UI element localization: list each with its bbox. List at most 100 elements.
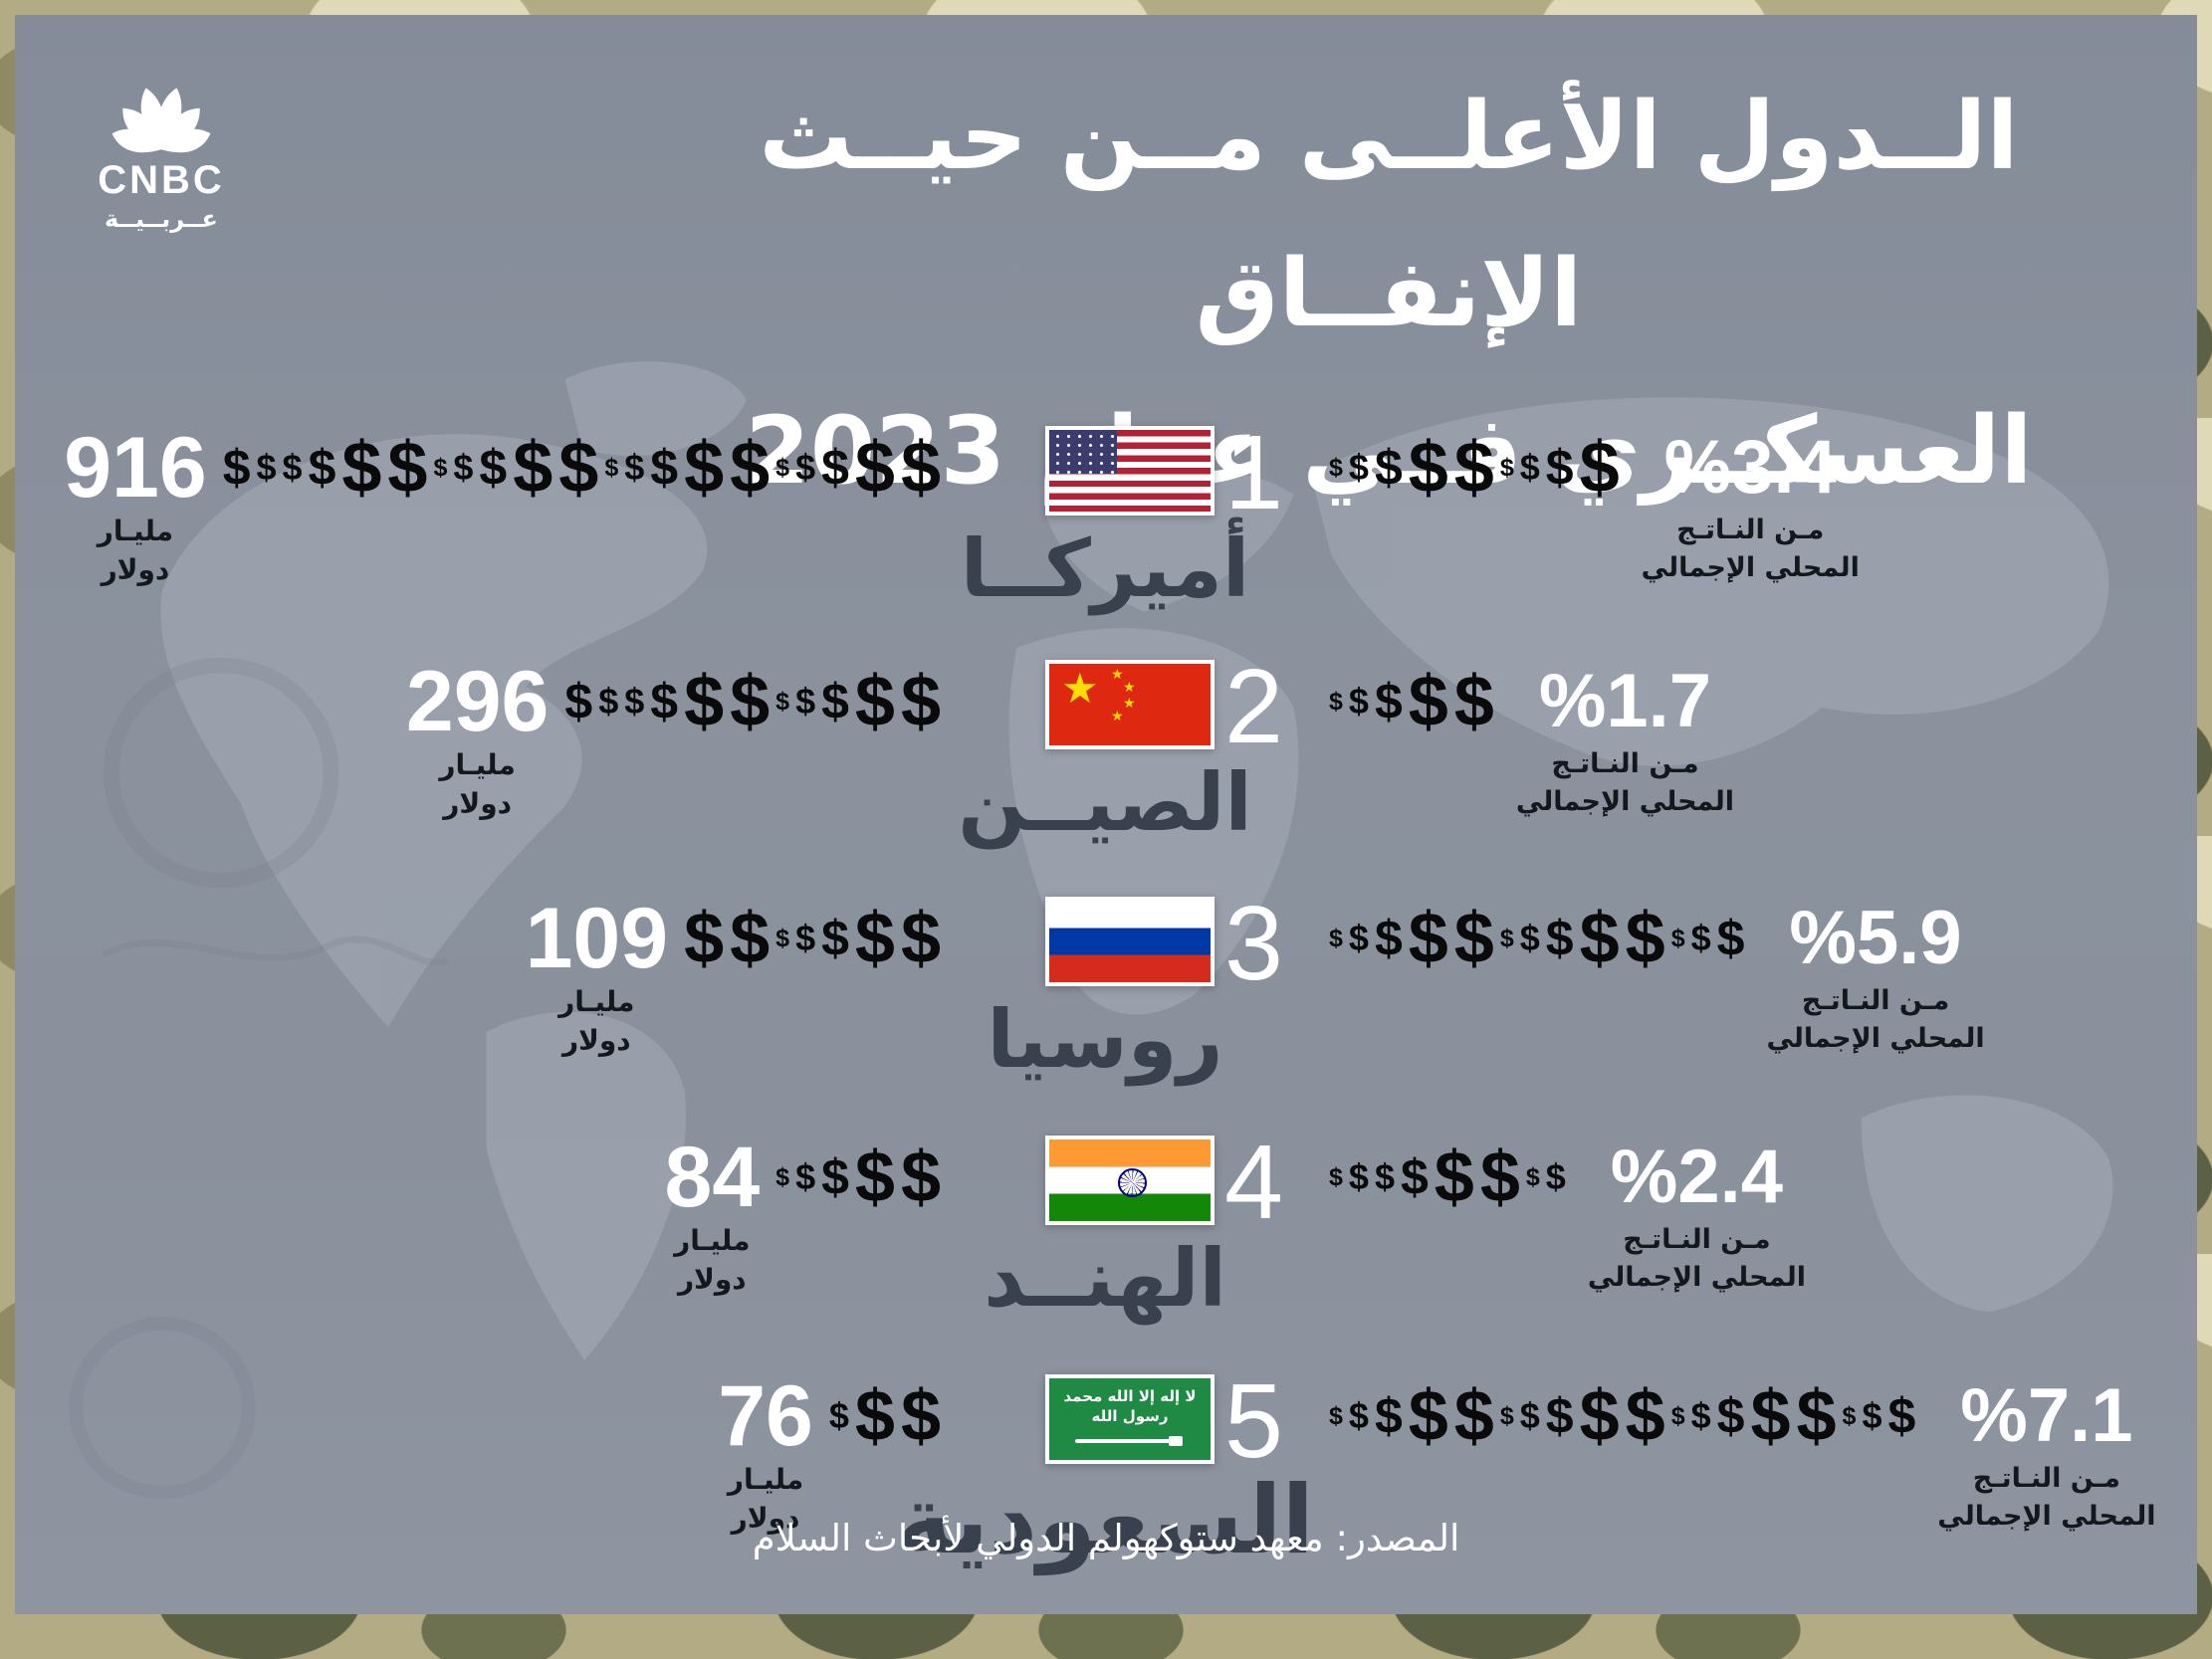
dollar-sign-icon: $ — [558, 428, 599, 508]
dollar-sign-icon: $ — [650, 674, 679, 729]
dollar-sign-icon: $ — [821, 911, 849, 966]
china-flag-icon: ★ ★ ★ ★ ★ — [1045, 660, 1215, 749]
amount-unit: مليـار دولار — [98, 512, 173, 589]
dollar-sign-icon: $ — [1796, 1376, 1837, 1456]
spending-dollar-string: $ $ $ $ $ $ $ $ $ $ $ — [564, 658, 941, 745]
dollar-sign-icon: $ — [453, 447, 474, 488]
gdp-block: $ $ $ $ $ $ $ $ $ $ $ $ $ $ $ $ $ $ %7.1 مـن النـاتـج الم… — [1329, 1372, 2156, 1536]
spending-block: 76 مليـار دولار $ $ $ — [718, 1372, 941, 1538]
dollar-sign-icon: $ — [730, 899, 771, 978]
dollar-sign-icon: $ — [308, 440, 336, 496]
dollar-sign-icon: $ — [1545, 1388, 1574, 1444]
unit-dollar: دولار — [561, 1024, 631, 1057]
gdp-label-line1: مـن النـاتـج — [1972, 1463, 2121, 1494]
spending-dollar-string: $ $ $ $ $ $ $ $ $ $ $ $ $ $ $ $ $ $ $ $ $ — [223, 424, 941, 512]
flag-rank-block: ★ ★ ★ ★ ★ 2 — [1045, 648, 1283, 765]
country-row-russia: 109 مليـار دولار $ $ $ $ $ $ $ 3 روسيا $ $ $ $ $ $ $… — [30, 887, 2197, 1147]
gdp-dollar-string: $ $ $ $ $ — [1329, 658, 1494, 745]
gdp-dollar-string: $ $ $ $ $ $ $ $ $ $ $ $ $ — [1329, 895, 1744, 982]
dollar-sign-icon: $ — [1716, 911, 1745, 966]
dollar-sign-icon: $ — [828, 1395, 849, 1436]
dollar-sign-icon: $ — [1579, 899, 1620, 978]
gdp-label-line2: المحلي الإجمالي — [1937, 1501, 2156, 1532]
dollar-sign-icon: $ — [1329, 453, 1343, 482]
dollar-sign-icon: $ — [1374, 1388, 1403, 1444]
unit-billion: مليـار — [558, 985, 635, 1018]
spending-dollar-string: $ $ $ — [829, 1372, 941, 1460]
rank-number: 4 — [1224, 1124, 1283, 1241]
gdp-percent-label: مـن النـاتـج المحلي الإجمالي — [1766, 982, 1984, 1058]
dollar-sign-icon: $ — [1329, 1162, 1343, 1191]
country-name: أميركــا — [960, 522, 1250, 615]
dollar-sign-icon: $ — [1453, 899, 1494, 978]
flag-rank-block: 1 — [1045, 420, 1283, 525]
dollar-sign-icon: $ — [684, 899, 725, 978]
country-name: الهنــد — [984, 1232, 1226, 1325]
gdp-label-line2: المحلي الإجمالي — [1766, 1023, 1985, 1054]
dollar-sign-icon: $ — [1348, 681, 1369, 722]
china-flag-star: ★ — [1123, 696, 1136, 712]
dollar-sign-icon: $ — [1329, 924, 1343, 952]
dollar-sign-icon: $ — [1716, 1388, 1745, 1444]
china-flag-star: ★ — [1061, 664, 1099, 713]
dollar-sign-icon: $ — [854, 662, 895, 741]
amount-block: 109 مليـار دولار — [526, 895, 669, 1060]
dollar-sign-icon: $ — [222, 440, 251, 496]
unit-dollar: دولار — [677, 1263, 747, 1296]
gdp-percent-block: %3.4 مـن النـاتـج المحلي الإجمالي — [1642, 424, 1860, 587]
dollar-sign-icon: $ — [1519, 1395, 1540, 1436]
dollar-sign-icon: $ — [282, 447, 303, 488]
spending-block: 84 مليـار دولار $ $ $ $ $ — [664, 1134, 941, 1299]
flag-rank-block: لا إله إلا الله محمد رسول الله 5 — [1045, 1362, 1283, 1480]
peacock-icon — [111, 88, 211, 153]
unit-billion: مليـار — [727, 1463, 804, 1496]
dollar-sign-icon: $ — [1479, 1138, 1520, 1217]
dollar-sign-icon: $ — [1374, 440, 1403, 496]
spending-dollar-string: $ $ $ $ $ — [775, 1134, 941, 1221]
dollar-sign-icon: $ — [821, 440, 849, 496]
dollar-sign-icon: $ — [604, 453, 619, 482]
gdp-percent-block: %1.7 مـن النـاتـج المحلي الإجمالي — [1516, 658, 1734, 821]
main-panel: CNBC عــربــيــة الــدول الأعلــى مــن ح… — [15, 15, 2197, 1614]
gdp-label-line2: المحلي الإجمالي — [1641, 552, 1860, 583]
dollar-sign-icon: $ — [684, 428, 725, 508]
dollar-sign-icon: $ — [650, 440, 679, 496]
amount-block: 916 مليـار دولار — [64, 424, 207, 589]
dollar-sign-icon: $ — [795, 681, 816, 722]
dollar-sign-icon: $ — [624, 681, 645, 722]
country-row-india: 84 مليـار دولار $ $ $ $ $ 4 الهنــد $ $ $ $ $ $ $ $… — [30, 1126, 2197, 1386]
dollar-sign-icon: $ — [900, 1138, 941, 1217]
china-flag-star: ★ — [1111, 709, 1124, 725]
dollar-sign-icon: $ — [1887, 1388, 1916, 1444]
china-flag-star: ★ — [1111, 667, 1124, 683]
unit-dollar: دولار — [443, 787, 512, 820]
spending-block: 296 مليـار دولار $ $ $ $ $ $ $ $ $ $ $ — [406, 658, 941, 823]
spending-dollar-string: $ $ $ $ $ $ $ — [684, 895, 941, 982]
country-name: السعودية — [895, 1466, 1315, 1575]
gdp-percent-label: مـن النـاتـج المحلي الإجمالي — [1516, 745, 1734, 821]
country-row-saudi-arabia: 76 مليـار دولار $ $ $ لا إله إلا الله محمد… — [30, 1364, 2197, 1614]
china-flag-star: ★ — [1123, 680, 1136, 696]
rank-number: 5 — [1224, 1362, 1283, 1480]
dollar-sign-icon: $ — [821, 1149, 849, 1205]
sword-icon — [1075, 1436, 1183, 1446]
amount-block: 76 مليـار دولار — [718, 1372, 813, 1538]
dollar-sign-icon: $ — [854, 1138, 895, 1217]
gdp-percent-value: %3.4 — [1663, 425, 1837, 510]
dollar-sign-icon: $ — [1329, 1401, 1343, 1430]
dollar-sign-icon: $ — [1408, 1376, 1448, 1456]
dollar-sign-icon: $ — [1670, 924, 1685, 952]
dollar-sign-icon: $ — [479, 440, 508, 496]
amount-value: 916 — [64, 420, 207, 516]
dollar-sign-icon: $ — [795, 1156, 816, 1197]
amount-block: 84 مليـار دولار — [664, 1134, 760, 1299]
dollar-sign-icon: $ — [1525, 1162, 1540, 1191]
gdp-label-line1: مـن النـاتـج — [1801, 985, 1950, 1016]
dollar-sign-icon: $ — [1625, 899, 1665, 978]
source-credit: المصدر: معهد ستوكهولم الدولي لأبحاث السل… — [752, 1517, 1460, 1559]
gdp-percent-value: %5.9 — [1789, 896, 1962, 980]
rank-number: 2 — [1224, 648, 1283, 765]
usa-flag-canton — [1049, 430, 1118, 475]
dollar-sign-icon: $ — [1519, 447, 1540, 488]
